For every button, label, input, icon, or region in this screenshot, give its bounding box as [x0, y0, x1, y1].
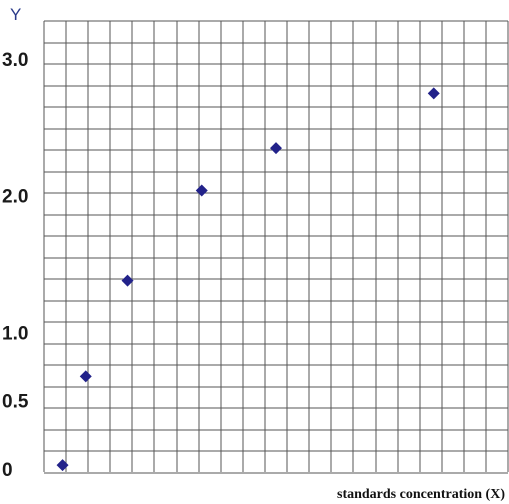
data-point-marker: [121, 274, 134, 287]
y-tick-label: 1.0: [2, 323, 28, 344]
chart-grid: [43, 20, 509, 474]
y-tick-label: 2.0: [2, 187, 28, 208]
y-axis-title: Y: [10, 5, 21, 24]
y-tick-labels: 0 0.5 1.0 2.0 3.0: [2, 50, 29, 481]
y-tick-label: 0.5: [2, 392, 29, 413]
data-point-marker: [270, 142, 282, 155]
y-tick-label: 0: [2, 460, 13, 481]
data-points: [56, 87, 440, 472]
data-point-marker: [56, 459, 69, 472]
data-point-marker: [427, 87, 440, 100]
x-axis-title: standards concentration (X): [337, 487, 505, 502]
y-tick-label: 3.0: [2, 50, 28, 71]
data-point-marker: [79, 370, 92, 383]
data-point-marker: [195, 184, 208, 197]
